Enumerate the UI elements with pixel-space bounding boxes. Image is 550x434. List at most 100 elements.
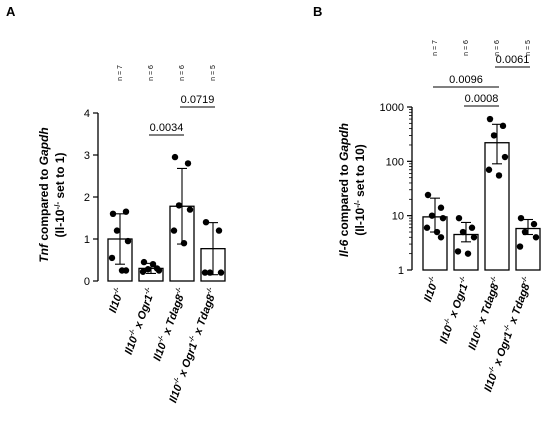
- x-label-superscript: -/-: [488, 365, 497, 374]
- n-label: n = 6: [179, 65, 186, 81]
- x-label-part: x Ogr1: [491, 330, 515, 370]
- n-label: n = 7: [117, 65, 124, 81]
- data-point: [486, 115, 494, 123]
- data-point: [186, 206, 194, 213]
- panel-b: B Il-6 compared to Gapdh (Il-10-/- set t…: [313, 4, 541, 393]
- x-label-superscript: -/-: [128, 328, 137, 337]
- data-point: [144, 266, 152, 273]
- x-label-superscript: -/-: [188, 334, 197, 343]
- panel-a: A Tnf compared to Gapdh (Il-10-/- set to…: [6, 4, 226, 404]
- x-label-part: x Tdag8: [160, 292, 187, 339]
- x-label-part: Il10: [482, 371, 500, 393]
- data-point: [501, 153, 509, 161]
- data-point: [437, 204, 445, 211]
- x-label-part: x Ogr1: [131, 293, 155, 333]
- data-point: [113, 227, 121, 234]
- data-point: [170, 227, 178, 234]
- x-tick-label: Il10-/-: [421, 275, 442, 304]
- data-point: [499, 122, 507, 130]
- data-point: [202, 219, 210, 226]
- data-point: [180, 240, 188, 247]
- data-point: [122, 267, 130, 274]
- data-point: [149, 261, 157, 268]
- data-point: [424, 191, 432, 199]
- x-label-part: Il10: [422, 281, 440, 303]
- y-tick-label: 1000: [380, 102, 404, 114]
- x-tick-label: Il10-/-: [106, 286, 127, 315]
- data-point: [201, 269, 209, 276]
- data-point: [109, 210, 117, 217]
- y-tick-label: 2: [84, 192, 90, 204]
- x-label-part: Il10: [466, 329, 484, 351]
- data-point: [108, 254, 116, 262]
- x-label-part: Il10: [107, 292, 125, 314]
- data-point: [122, 208, 130, 215]
- x-label-superscript: -/-: [489, 275, 498, 284]
- x-label-part: Il10: [123, 334, 141, 356]
- data-point: [171, 153, 179, 161]
- data-point: [464, 250, 472, 257]
- data-point: [433, 228, 441, 236]
- y-tick-label: 0: [84, 276, 90, 288]
- y-tick-label: 1: [398, 265, 404, 277]
- data-point: [490, 132, 498, 139]
- x-label-superscript: -/-: [173, 376, 182, 385]
- x-label-superscript: -/-: [427, 275, 436, 284]
- n-label: n = 6: [463, 40, 470, 56]
- y-tick-label: 100: [386, 156, 404, 168]
- data-point: [470, 234, 478, 241]
- y-tick-label: 1: [84, 234, 90, 246]
- p-value-label: 0.0096: [449, 74, 483, 86]
- y-axis-label-a-line2: (Il-10-/- set to 1): [53, 153, 67, 238]
- data-point: [155, 267, 163, 274]
- y-tick-label: 10: [392, 211, 404, 223]
- n-label: n = 7: [432, 40, 439, 56]
- data-point: [437, 234, 445, 241]
- n-label: n = 5: [525, 40, 532, 56]
- data-point: [184, 160, 192, 167]
- panel-label-a: A: [6, 4, 16, 19]
- data-point: [140, 258, 148, 266]
- x-label-superscript: -/-: [520, 275, 529, 284]
- n-label: n = 6: [148, 65, 155, 81]
- data-point: [215, 227, 223, 234]
- x-label-superscript: -/-: [143, 286, 152, 295]
- x-label-part: Il10: [167, 382, 185, 404]
- data-point: [423, 224, 431, 231]
- p-value-label: 0.0008: [465, 93, 499, 105]
- data-point: [439, 214, 447, 222]
- x-label-superscript: -/-: [112, 286, 121, 295]
- x-label-superscript: -/-: [443, 317, 452, 326]
- x-tick-label: Il10-/- x Tdag8-/-: [151, 286, 190, 363]
- data-point: [468, 224, 476, 231]
- y-axis-label-a-line1: Tnf compared to Gapdh: [37, 127, 51, 262]
- data-point: [517, 214, 525, 222]
- data-point: [175, 202, 183, 209]
- data-point: [521, 228, 529, 236]
- y-axis-label-b-line2: (Il-10-/- set to 10): [353, 144, 367, 236]
- data-point: [516, 243, 524, 250]
- x-tick-label: Il10-/- x Ogr1-/-: [437, 275, 473, 345]
- data-point: [454, 248, 462, 255]
- y-tick-label: 3: [84, 150, 90, 162]
- x-label-part: Il10: [438, 323, 456, 345]
- data-point: [139, 268, 147, 275]
- data-point: [206, 269, 214, 276]
- y-axis-label-b-line1: Il-6 compared to Gapdh: [337, 123, 351, 257]
- data-point: [532, 234, 540, 241]
- data-point: [485, 166, 493, 173]
- x-tick-label: Il10-/- x Tdag8-/-: [466, 275, 505, 352]
- x-label-part: x Tdag8: [191, 292, 218, 339]
- p-value-label: 0.0719: [181, 94, 215, 106]
- panel-label-b: B: [313, 4, 322, 19]
- n-label: n = 6: [494, 40, 501, 56]
- data-point: [530, 220, 538, 228]
- x-label-superscript: -/-: [503, 323, 512, 332]
- data-point: [217, 269, 225, 276]
- x-label-part: x Ogr1: [176, 341, 200, 381]
- x-label-part: x Tdag8: [475, 281, 502, 328]
- data-point: [124, 237, 132, 245]
